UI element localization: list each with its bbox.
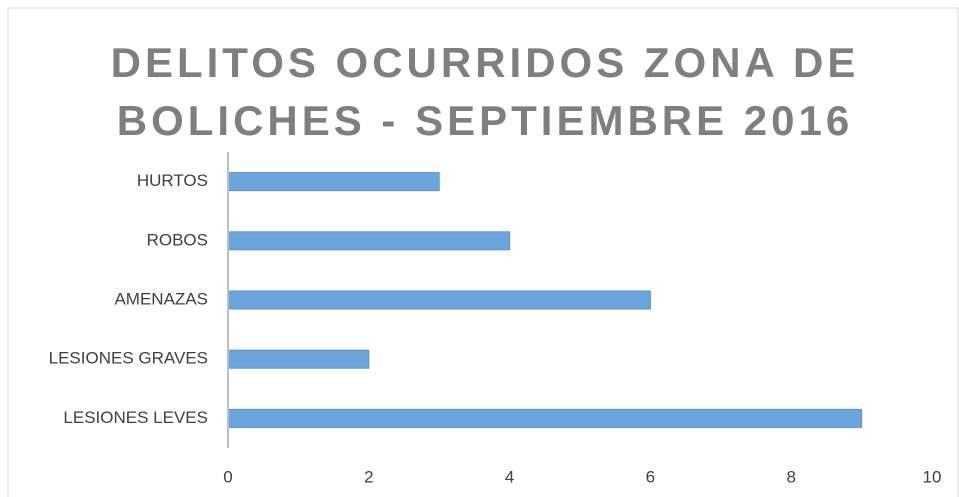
y-tick-label: AMENAZAS	[114, 289, 208, 308]
x-tick-label: 0	[223, 467, 232, 486]
x-tick-label: 2	[364, 467, 373, 486]
x-tick-label: 10	[923, 467, 942, 486]
y-tick-label: LESIONES LEVES	[63, 408, 208, 427]
bar	[227, 290, 651, 310]
bar	[227, 231, 511, 251]
x-tick-label: 6	[646, 467, 655, 486]
bar	[227, 349, 370, 369]
y-tick-label: ROBOS	[147, 230, 208, 249]
x-tick-label: 8	[786, 467, 795, 486]
bar	[227, 172, 440, 192]
y-tick-label: HURTOS	[137, 171, 208, 190]
chart-title: DELITOS OCURRIDOS ZONA DE BOLICHES - SEP…	[110, 39, 860, 144]
chart-border	[7, 7, 959, 497]
y-tick-label: LESIONES GRAVES	[49, 349, 208, 368]
bar	[227, 408, 863, 428]
x-tick-label: 4	[505, 467, 514, 486]
